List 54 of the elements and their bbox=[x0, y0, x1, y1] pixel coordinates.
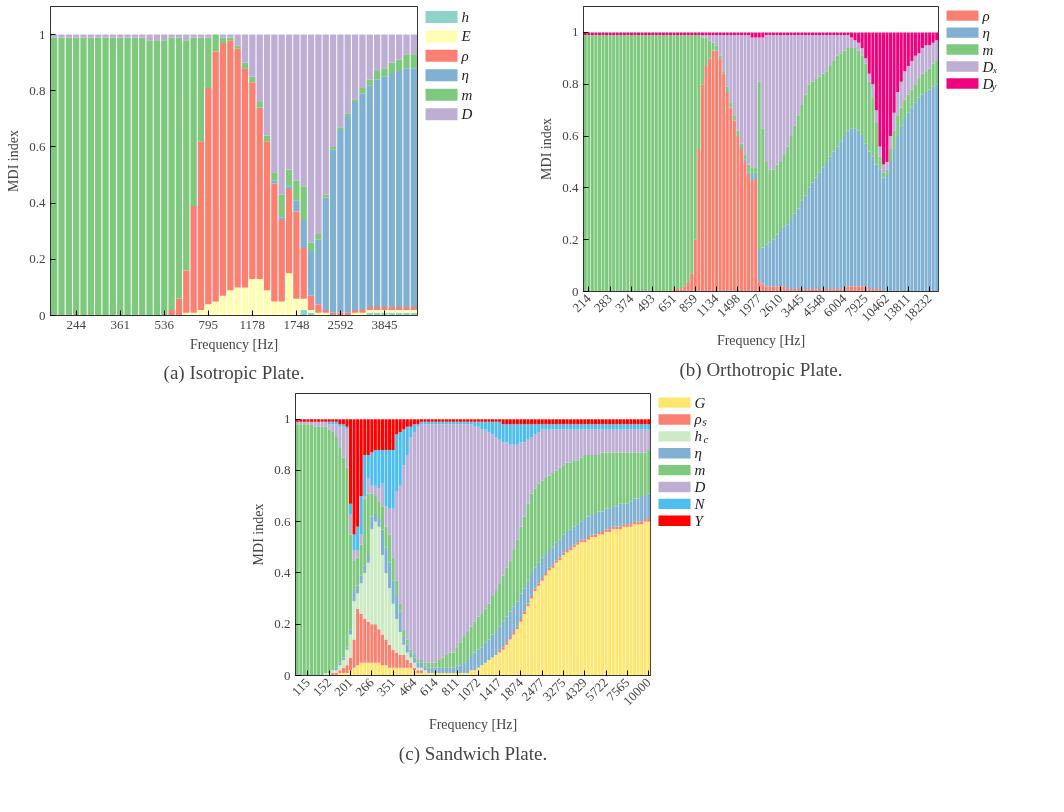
legend-label: D bbox=[693, 478, 706, 495]
x-tick-label: 795 bbox=[198, 316, 219, 332]
y-tick-label: 0 bbox=[39, 307, 46, 323]
x-tick-label: 536 bbox=[154, 316, 175, 332]
legend-label: m bbox=[694, 462, 706, 479]
legend-label: m bbox=[982, 41, 994, 58]
x-axis-title: Frequency [Hz] bbox=[189, 336, 279, 352]
legend-label: G bbox=[694, 394, 706, 411]
y-tick-label: 1 bbox=[39, 26, 46, 42]
x-tick-label: 244 bbox=[66, 316, 87, 332]
legend-label: Dₓ bbox=[981, 58, 998, 75]
text: (b) Orthotropic Plate. bbox=[679, 358, 843, 381]
legend-label: h bbox=[461, 8, 469, 25]
text: (a) Isotropic Plate. bbox=[163, 361, 305, 384]
y-tick-label: 0.4 bbox=[29, 195, 46, 211]
y-tick-label: 0.2 bbox=[562, 231, 579, 247]
y-tick-label: 1 bbox=[284, 411, 291, 427]
y-tick-label: 0.2 bbox=[29, 251, 46, 267]
x-tick-label: 1748 bbox=[283, 316, 310, 332]
legend-label: E bbox=[460, 28, 471, 45]
y-tick-label: 0.6 bbox=[562, 128, 579, 144]
y-tick-label: 0 bbox=[284, 667, 291, 683]
y-tick-label: 0.4 bbox=[562, 179, 579, 195]
y-tick-label: 0.2 bbox=[274, 616, 291, 632]
y-axis-title: MDI index bbox=[251, 503, 267, 566]
legend-label: η bbox=[694, 445, 702, 462]
x-axis-title: Frequency [Hz] bbox=[716, 333, 806, 349]
y-axis-title: MDI index bbox=[6, 130, 22, 192]
legend-label: Dy bbox=[981, 75, 997, 93]
y-tick-label: 0.8 bbox=[562, 76, 579, 92]
legend-label: D bbox=[460, 106, 473, 123]
x-axis-title: Frequency [Hz] bbox=[428, 717, 518, 733]
legend-label: ρ bbox=[981, 7, 990, 24]
x-tick-label: 1178 bbox=[239, 316, 266, 332]
legend-label: N bbox=[693, 495, 706, 512]
x-tick-label: 361 bbox=[110, 316, 130, 332]
legend-label: ρₛ bbox=[693, 411, 707, 428]
legend-label: η bbox=[982, 24, 990, 41]
y-tick-label: 0.6 bbox=[274, 513, 291, 529]
y-tick-label: 1 bbox=[572, 24, 579, 40]
y-tick-label: 0.4 bbox=[274, 564, 291, 580]
legend-label: ρ bbox=[460, 47, 469, 64]
text: (c) Sandwich Plate. bbox=[398, 742, 548, 765]
x-tick-label: 3845 bbox=[371, 316, 398, 332]
y-tick-label: 0 bbox=[572, 283, 579, 299]
y-axis-title: MDI index bbox=[539, 118, 555, 180]
y-tick-label: 0.8 bbox=[274, 462, 291, 478]
legend-label: hc bbox=[694, 428, 709, 445]
y-tick-label: 0.8 bbox=[29, 82, 46, 98]
legend-label: Y bbox=[694, 512, 705, 529]
y-tick-label: 0.6 bbox=[29, 138, 46, 154]
x-tick-label: 2592 bbox=[327, 316, 354, 332]
legend-label: η bbox=[461, 67, 469, 84]
legend-label: m bbox=[461, 86, 473, 103]
